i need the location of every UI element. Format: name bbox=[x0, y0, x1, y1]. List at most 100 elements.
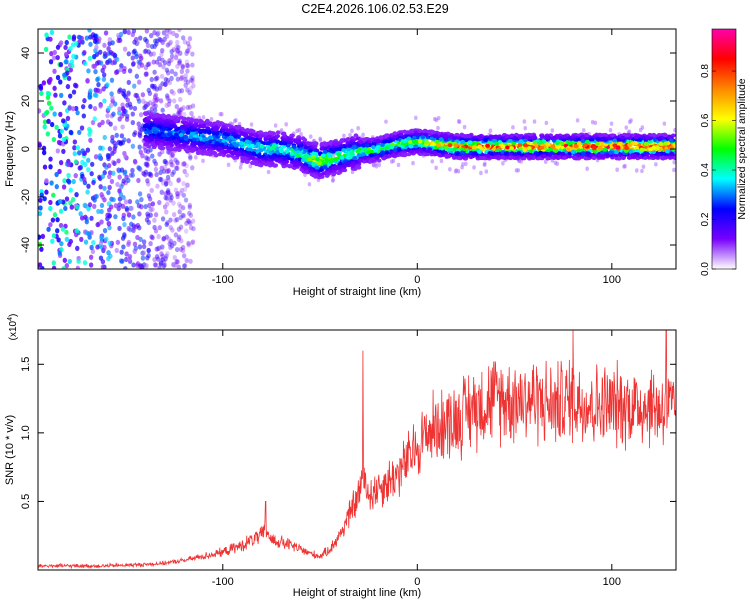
noise-cell bbox=[152, 256, 157, 263]
noise-cell bbox=[85, 147, 91, 153]
noise-cell bbox=[110, 51, 116, 57]
noise-cell bbox=[146, 156, 151, 162]
noise-cell bbox=[98, 60, 104, 66]
noise-cell bbox=[184, 62, 190, 69]
ridge-cell bbox=[551, 138, 557, 143]
noise-cell bbox=[99, 202, 105, 209]
ridge-cell bbox=[208, 135, 213, 140]
ridge-cell bbox=[672, 156, 676, 161]
speckle-cell bbox=[479, 170, 483, 176]
ridge-cell bbox=[494, 141, 499, 146]
speckle-cell bbox=[461, 162, 465, 167]
ridge-cell bbox=[647, 136, 653, 141]
noise-cell bbox=[51, 192, 56, 198]
noise-cell bbox=[148, 207, 153, 213]
noise-cell bbox=[68, 46, 73, 52]
ridge-cell bbox=[451, 154, 457, 159]
noise-cell bbox=[129, 205, 134, 211]
noise-cell bbox=[175, 259, 180, 265]
noise-cell bbox=[95, 244, 100, 250]
figure-title: C2E4.2026.106.02.53.E29 bbox=[301, 2, 449, 16]
speckle-cell bbox=[590, 120, 595, 125]
noise-cell bbox=[107, 225, 112, 231]
noise-cell bbox=[176, 60, 182, 66]
noise-cell bbox=[115, 181, 120, 188]
noise-cell bbox=[137, 225, 142, 231]
noise-cell bbox=[172, 255, 178, 261]
noise-cell bbox=[82, 260, 88, 266]
speckle-cell bbox=[201, 115, 206, 120]
ridge-cell bbox=[651, 132, 657, 137]
ridge-cell bbox=[516, 151, 522, 156]
noise-cell bbox=[88, 103, 93, 110]
noise-cell bbox=[82, 98, 87, 104]
ridge-cell bbox=[188, 126, 194, 131]
noise-cell bbox=[55, 217, 60, 223]
noise-cell bbox=[148, 33, 154, 39]
noise-cell bbox=[49, 29, 55, 36]
speckle-cell bbox=[273, 123, 278, 128]
ridge-cell bbox=[219, 142, 225, 147]
y-tick-label: 40 bbox=[20, 47, 32, 59]
ridge-cell bbox=[239, 141, 244, 146]
ridge-cell bbox=[269, 161, 275, 166]
noise-cell bbox=[147, 196, 153, 202]
noise-cell bbox=[179, 74, 185, 80]
noise-cell bbox=[117, 225, 122, 232]
noise-cell bbox=[164, 195, 170, 201]
noise-cell bbox=[114, 56, 120, 63]
noise-cell bbox=[84, 35, 90, 41]
ridge-cell bbox=[459, 150, 465, 155]
ridge-cell bbox=[245, 128, 250, 133]
ridge-cell bbox=[233, 134, 239, 139]
noise-cell bbox=[44, 109, 50, 115]
ridge-cell bbox=[634, 145, 640, 150]
noise-cell bbox=[85, 78, 90, 84]
noise-cell bbox=[126, 177, 131, 183]
ridge-cell bbox=[259, 144, 265, 149]
ridge-cell bbox=[357, 158, 363, 163]
ridge-cell bbox=[547, 152, 553, 157]
noise-cell bbox=[88, 34, 93, 40]
noise-cell bbox=[175, 191, 180, 197]
noise-cell bbox=[148, 241, 153, 247]
noise-cell bbox=[172, 240, 177, 246]
ridge-cell bbox=[573, 155, 578, 160]
noise-cell bbox=[42, 119, 48, 125]
noise-cell bbox=[86, 68, 91, 74]
noise-cell bbox=[52, 49, 57, 56]
noise-cell bbox=[42, 124, 47, 130]
noise-cell bbox=[162, 262, 167, 268]
noise-cell bbox=[48, 59, 54, 65]
noise-cell bbox=[158, 257, 163, 264]
noise-cell bbox=[95, 87, 100, 93]
noise-cell bbox=[182, 186, 188, 192]
noise-cell bbox=[155, 75, 160, 81]
ridge-cell bbox=[187, 145, 193, 150]
ridge-cell bbox=[211, 122, 217, 127]
ridge-cell bbox=[541, 154, 547, 159]
noise-cell bbox=[178, 190, 183, 196]
speckle-cell bbox=[484, 169, 489, 174]
noise-cell bbox=[135, 261, 141, 267]
speckle-cell bbox=[585, 166, 589, 171]
noise-cell bbox=[99, 235, 104, 241]
ridge-cell bbox=[533, 150, 539, 155]
ridge-cell bbox=[643, 141, 649, 146]
noise-cell bbox=[160, 216, 166, 222]
noise-cell bbox=[144, 71, 149, 77]
noise-cell bbox=[185, 218, 191, 224]
noise-cell bbox=[96, 82, 101, 88]
noise-cell bbox=[116, 158, 121, 164]
noise-cell bbox=[176, 236, 182, 242]
ridge-cell bbox=[634, 148, 640, 153]
noise-cell bbox=[141, 171, 147, 177]
noise-cell bbox=[45, 131, 51, 137]
noise-cell bbox=[117, 196, 123, 202]
ridge-cell bbox=[200, 149, 206, 154]
ridge-cell bbox=[234, 147, 240, 152]
noise-cell bbox=[183, 82, 188, 88]
ridge-cell bbox=[608, 150, 614, 155]
ridge-cell bbox=[528, 154, 534, 159]
ridge-cell bbox=[481, 156, 487, 161]
